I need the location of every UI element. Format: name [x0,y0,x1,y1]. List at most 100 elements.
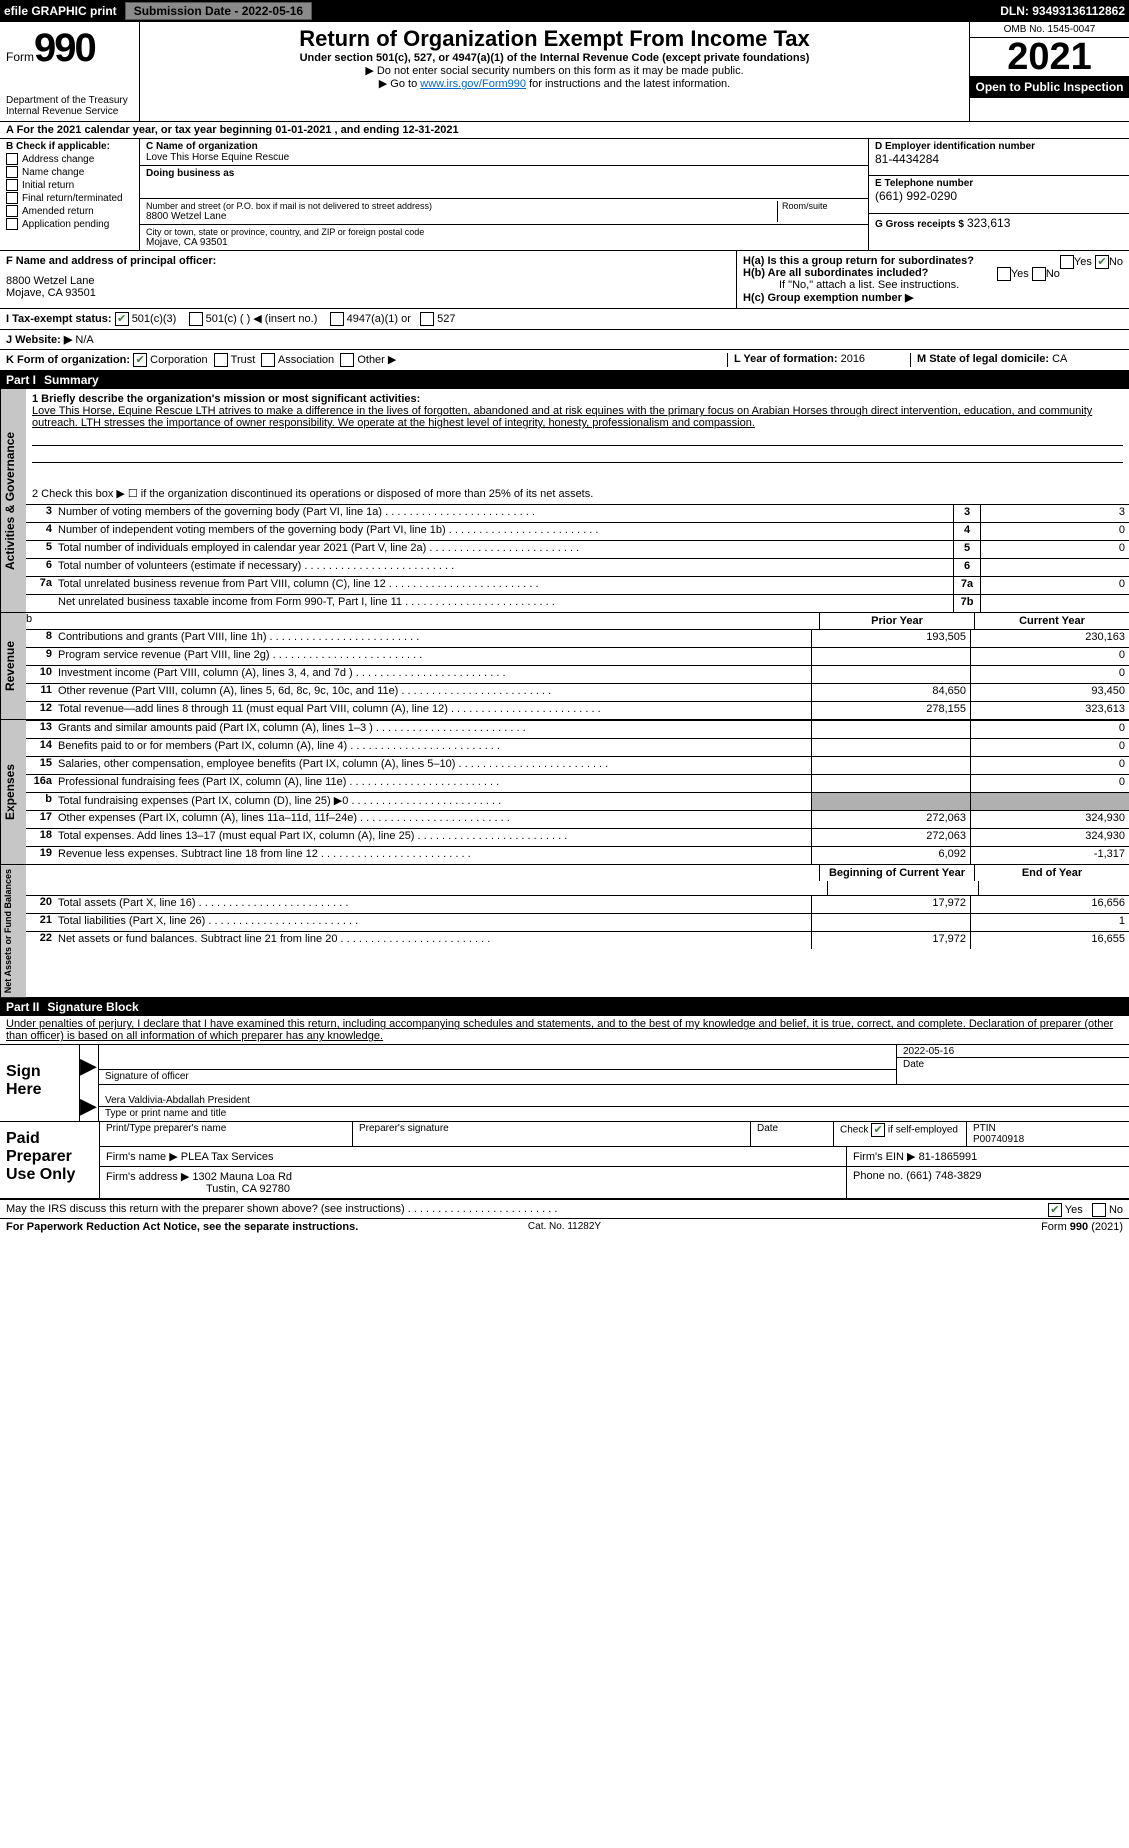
chk-initial-return[interactable]: Initial return [6,179,133,191]
chk-label: Application pending [22,219,109,230]
table-row: 12Total revenue—add lines 8 through 11 (… [26,701,1129,719]
no-label: No [1109,1204,1123,1216]
firm-addr-label: Firm's address ▶ [106,1171,189,1183]
table-row: 4Number of independent voting members of… [26,522,1129,540]
activities-governance-section: Activities & Governance 1 Briefly descri… [0,389,1129,613]
city-value: Mojave, CA 93501 [146,237,862,248]
i-501c3[interactable] [115,312,129,326]
ha-no[interactable] [1095,255,1109,269]
form-title: Return of Organization Exempt From Incom… [146,26,963,52]
vtab-exp: Expenses [0,720,26,864]
officer-line2: Mojave, CA 93501 [6,287,730,299]
irs-label: Internal Revenue Service [6,106,133,117]
j-label: J Website: ▶ [6,334,72,346]
dln-label: DLN: 93493136112862 [1000,4,1125,18]
i-501c[interactable] [189,312,203,326]
paid-preparer-block: Paid Preparer Use Only Print/Type prepar… [0,1122,1129,1200]
website-value: N/A [75,334,93,346]
penalties-text: Under penalties of perjury, I declare th… [0,1016,1129,1045]
yes-label: Yes [1011,268,1029,280]
efile-topbar: efile GRAPHIC print Submission Date - 20… [0,0,1129,22]
open-inspection: Open to Public Inspection [970,76,1129,98]
i-527[interactable] [420,312,434,326]
chk-label: Name change [22,167,84,178]
f-label: F Name and address of principal officer: [6,255,730,267]
k-other[interactable] [340,353,354,367]
dba-label: Doing business as [146,168,856,179]
self-emp-label: if self-employed [888,1125,958,1136]
table-row: 10Investment income (Part VIII, column (… [26,665,1129,683]
ha-yes[interactable] [1060,255,1074,269]
street-label: Number and street (or P.O. box if mail i… [146,201,777,211]
dots [408,1203,558,1215]
i-4947[interactable] [330,312,344,326]
dept-treasury: Department of the Treasury [6,95,133,106]
part-ii-title: Signature Block [47,1000,138,1014]
submission-date-button[interactable]: Submission Date - 2022-05-16 [125,2,312,20]
part-ii-label: Part II [6,1000,47,1014]
officer-line1: 8800 Wetzel Lane [6,275,730,287]
table-row: 16aProfessional fundraising fees (Part I… [26,774,1129,792]
firm-name-row: Firm's name ▶ PLEA Tax Services [100,1147,847,1166]
chk-label: Final return/terminated [22,193,123,204]
firm-addr2: Tustin, CA 92780 [206,1183,290,1195]
goto-line: ▶ Go to www.irs.gov/Form990 for instruct… [146,77,963,90]
table-row: 22Net assets or fund balances. Subtract … [26,931,1129,949]
chk-label: Amended return [22,206,94,217]
head-b: b [26,613,32,625]
k-trust[interactable] [214,353,228,367]
mission-text: Love This Horse, Equine Rescue LTH atriv… [32,405,1123,429]
hb-no[interactable] [1032,267,1046,281]
k-corp[interactable] [133,353,147,367]
prior-year-header: Prior Year [820,613,975,629]
firm-address-row: Firm's address ▶ 1302 Mauna Loa Rd Tusti… [100,1167,847,1198]
form-word: Form [6,50,34,64]
chk-final-return[interactable]: Final return/terminated [6,192,133,204]
table-row: 20Total assets (Part X, line 16)17,97216… [26,895,1129,913]
part-i-label: Part I [6,373,44,387]
efile-label: efile GRAPHIC print [4,4,117,18]
sign-here-label: Sign Here [0,1045,80,1121]
k-assoc[interactable] [261,353,275,367]
chk-application-pending[interactable]: Application pending [6,218,133,230]
no-label: No [1109,256,1123,268]
vtab-na: Net Assets or Fund Balances [0,865,26,997]
preparer-sig-header: Preparer's signature [353,1122,751,1146]
self-employed-check[interactable] [871,1123,885,1137]
discuss-row: May the IRS discuss this return with the… [0,1200,1129,1219]
g-label: G Gross receipts $ [875,219,964,230]
i-o3: 4947(a)(1) or [347,313,411,325]
self-employed-cell: Check if self-employed [834,1122,967,1146]
m-label: M State of legal domicile: [917,353,1049,365]
hb-yes[interactable] [997,267,1011,281]
chk-amended-return[interactable]: Amended return [6,205,133,217]
form-header: Form 990 Department of the Treasury Inte… [0,22,1129,122]
paid-preparer-label: Paid Preparer Use Only [0,1122,100,1198]
yes-label: Yes [1074,256,1092,268]
table-row: 11Other revenue (Part VIII, column (A), … [26,683,1129,701]
table-row: 15Salaries, other compensation, employee… [26,756,1129,774]
table-row: 18Total expenses. Add lines 13–17 (must … [26,828,1129,846]
discuss-no[interactable] [1092,1203,1106,1217]
chk-label: Address change [22,154,94,165]
phone-value: (661) 992-0290 [875,189,1123,203]
goto-post: for instructions and the latest informat… [526,78,730,90]
hc-label: H(c) Group exemption number ▶ [743,291,1123,304]
discuss-yes[interactable] [1048,1203,1062,1217]
room-suite: Room/suite [777,201,862,222]
cat-no: Cat. No. 11282Y [528,1221,601,1233]
discuss-question: May the IRS discuss this return with the… [6,1203,405,1215]
m-value: CA [1052,353,1067,365]
l2-text: 2 Check this box ▶ ☐ if the organization… [32,488,593,500]
i-label: I Tax-exempt status: [6,313,112,325]
chk-name-change[interactable]: Name change [6,166,133,178]
irs-gov-link[interactable]: www.irs.gov/Form990 [420,78,526,90]
firm-ein-value: 81-1865991 [919,1151,978,1163]
col-c: C Name of organization Love This Horse E… [140,139,868,250]
table-row: Net unrelated business taxable income fr… [26,594,1129,612]
arrow-icon: ▶ [80,1085,98,1121]
chk-address-change[interactable]: Address change [6,153,133,165]
tax-year: 2021 [970,38,1129,76]
d-label: D Employer identification number [875,141,1123,152]
k-label: K Form of organization: [6,354,130,366]
